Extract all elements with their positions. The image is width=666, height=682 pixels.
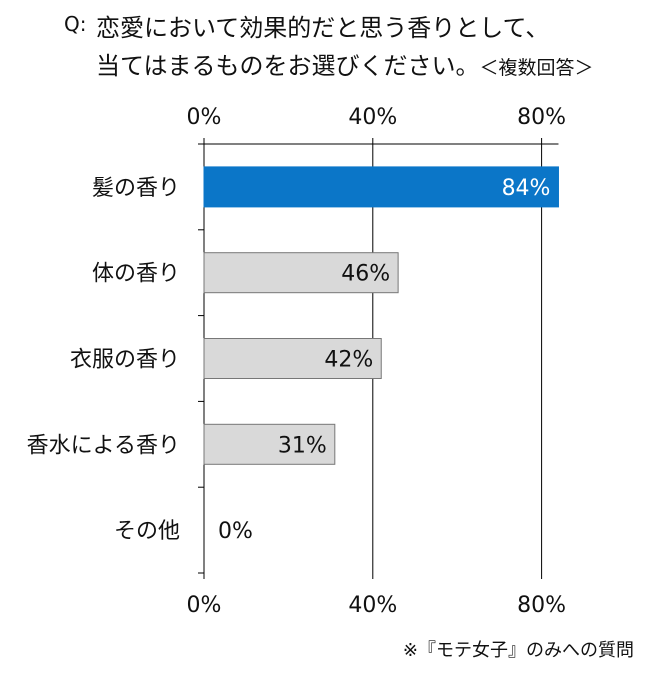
category-label-0: 髪の香り (92, 176, 180, 201)
footnote: ※『モテ女子』のみへの質問 (402, 640, 634, 661)
category-label-2: 衣服の香り (70, 348, 180, 373)
data-label-3: 31% (278, 433, 327, 458)
x-tick-label-top-2: 80% (517, 105, 566, 130)
category-label-1: 体の香り (92, 262, 180, 287)
question-prefix: Q: (64, 12, 87, 36)
data-label-2: 42% (324, 348, 373, 373)
data-label-0: 84% (502, 176, 551, 201)
title-note: ＜複数回答＞ (479, 57, 594, 79)
data-label-4: 0% (218, 519, 253, 544)
title-line-1: 恋愛において効果的だと思う香りとして、 (96, 14, 550, 42)
x-tick-label-bottom-0: 0% (187, 593, 222, 618)
bar-1 (203, 252, 399, 294)
bar-2 (203, 338, 382, 379)
title-line-2-text: 当てはまるものをお選びください。 (96, 52, 480, 80)
category-label-3: 香水による香り (27, 433, 180, 458)
x-tick-label-bottom-2: 80% (517, 593, 566, 618)
chart-title: Q: 恋愛において効果的だと思う香りとして、 当てはまるものをお選びください。＜… (0, 0, 666, 90)
x-tick-label-top-1: 40% (348, 105, 397, 130)
bar-0 (203, 166, 559, 208)
x-tick-label-bottom-1: 40% (348, 593, 397, 618)
bar-3 (203, 423, 336, 465)
title-line-2: 当てはまるものをお選びください。＜複数回答＞ (96, 46, 594, 81)
data-label-1: 46% (341, 262, 390, 287)
category-label-4: その他 (114, 519, 180, 544)
x-tick-label-top-0: 0% (187, 105, 222, 130)
